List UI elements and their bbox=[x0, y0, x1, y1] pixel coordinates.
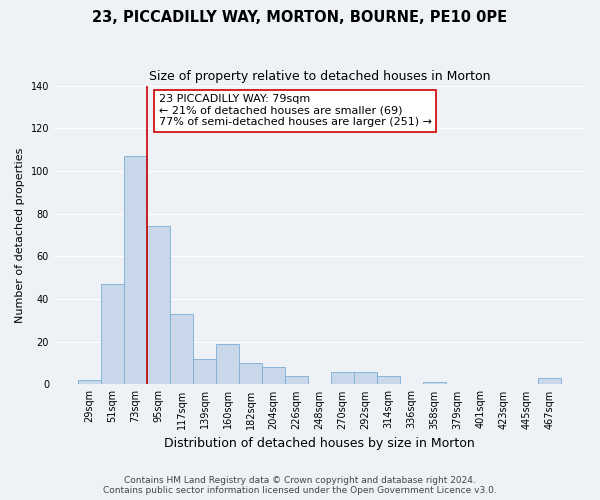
Bar bbox=[78, 380, 101, 384]
X-axis label: Distribution of detached houses by size in Morton: Distribution of detached houses by size … bbox=[164, 437, 475, 450]
Bar bbox=[170, 314, 193, 384]
Bar bbox=[193, 359, 216, 384]
Bar bbox=[239, 363, 262, 384]
Bar bbox=[377, 376, 400, 384]
Bar bbox=[423, 382, 446, 384]
Text: 23, PICCADILLY WAY, MORTON, BOURNE, PE10 0PE: 23, PICCADILLY WAY, MORTON, BOURNE, PE10… bbox=[92, 10, 508, 25]
Bar bbox=[538, 378, 561, 384]
Bar bbox=[101, 284, 124, 384]
Text: 23 PICCADILLY WAY: 79sqm
← 21% of detached houses are smaller (69)
77% of semi-d: 23 PICCADILLY WAY: 79sqm ← 21% of detach… bbox=[158, 94, 431, 128]
Bar bbox=[262, 368, 285, 384]
Bar bbox=[124, 156, 147, 384]
Text: Contains HM Land Registry data © Crown copyright and database right 2024.
Contai: Contains HM Land Registry data © Crown c… bbox=[103, 476, 497, 495]
Bar bbox=[216, 344, 239, 385]
Bar bbox=[354, 372, 377, 384]
Title: Size of property relative to detached houses in Morton: Size of property relative to detached ho… bbox=[149, 70, 490, 83]
Y-axis label: Number of detached properties: Number of detached properties bbox=[15, 148, 25, 322]
Bar bbox=[285, 376, 308, 384]
Bar bbox=[331, 372, 354, 384]
Bar bbox=[147, 226, 170, 384]
